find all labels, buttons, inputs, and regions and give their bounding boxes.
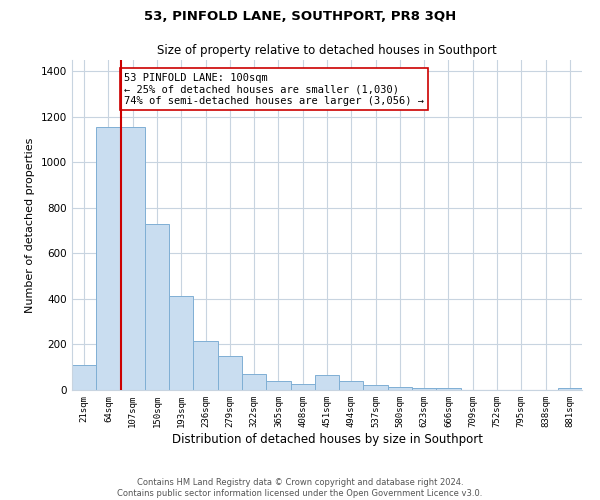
Text: Contains HM Land Registry data © Crown copyright and database right 2024.
Contai: Contains HM Land Registry data © Crown c… [118, 478, 482, 498]
Bar [242, 374, 266, 390]
Bar [315, 375, 339, 390]
Text: 53, PINFOLD LANE, SOUTHPORT, PR8 3QH: 53, PINFOLD LANE, SOUTHPORT, PR8 3QH [144, 10, 456, 23]
Bar [218, 356, 242, 390]
Bar [72, 365, 96, 390]
Bar [388, 386, 412, 390]
Bar [364, 385, 388, 390]
Bar [121, 127, 145, 390]
Bar [169, 296, 193, 390]
Bar [339, 381, 364, 390]
Bar [412, 388, 436, 390]
Bar [145, 224, 169, 390]
Y-axis label: Number of detached properties: Number of detached properties [25, 138, 35, 312]
X-axis label: Distribution of detached houses by size in Southport: Distribution of detached houses by size … [172, 432, 482, 446]
Text: 53 PINFOLD LANE: 100sqm
← 25% of detached houses are smaller (1,030)
74% of semi: 53 PINFOLD LANE: 100sqm ← 25% of detache… [124, 72, 424, 106]
Title: Size of property relative to detached houses in Southport: Size of property relative to detached ho… [157, 44, 497, 58]
Bar [436, 388, 461, 390]
Bar [558, 388, 582, 390]
Bar [290, 384, 315, 390]
Bar [266, 381, 290, 390]
Bar [96, 127, 121, 390]
Bar [193, 341, 218, 390]
